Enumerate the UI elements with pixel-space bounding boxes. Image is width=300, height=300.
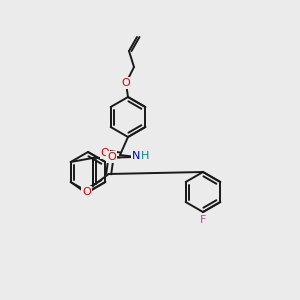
Text: N: N — [132, 151, 140, 161]
Text: F: F — [200, 215, 206, 225]
Text: O: O — [122, 78, 130, 88]
Text: O: O — [82, 187, 91, 197]
Text: H: H — [141, 151, 149, 161]
Text: O: O — [107, 152, 116, 162]
Text: O: O — [100, 148, 109, 158]
